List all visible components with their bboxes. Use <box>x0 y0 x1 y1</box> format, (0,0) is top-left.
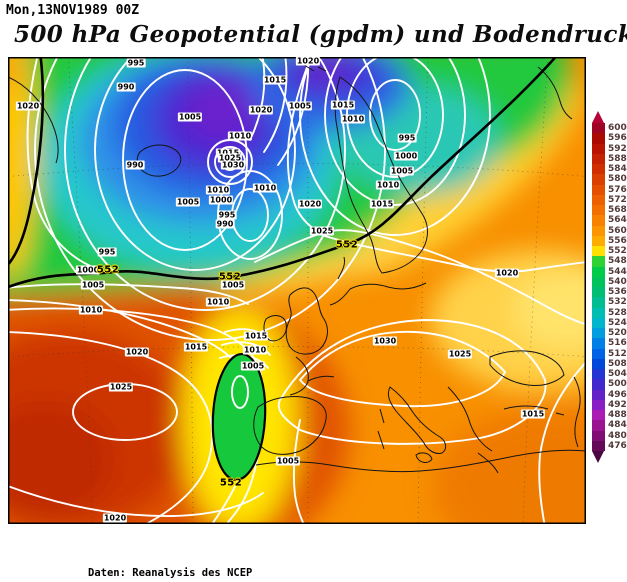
colorbar-tick-label: 588 <box>608 153 627 164</box>
colorbar-segments: 600 596 592 588 584 580 576 572 568 564 560 556 552 5… <box>592 123 627 451</box>
colorbar-segment: 548 <box>592 256 627 267</box>
colorbar-segment: 516 <box>592 338 627 349</box>
height-contour-552 <box>8 57 558 289</box>
colorbar-tick-label: 564 <box>608 215 627 226</box>
colorbar-tick-label: 592 <box>608 143 627 154</box>
colorbar-tick-label: 504 <box>608 369 627 380</box>
colorbar-tick-label: 556 <box>608 235 627 246</box>
colorbar-tick-label: 496 <box>608 389 627 400</box>
colorbar-tick-label: 552 <box>608 246 627 257</box>
colorbar-segment: 600 <box>592 123 627 134</box>
colorbar-segment: 580 <box>592 174 627 185</box>
colorbar-segment: 532 <box>592 297 627 308</box>
colorbar-tick-label: 516 <box>608 338 627 349</box>
colorbar: 600 596 592 588 584 580 576 572 568 564 560 556 552 5… <box>592 111 627 463</box>
colorbar-segment: 492 <box>592 399 627 410</box>
colorbar-segment: 528 <box>592 307 627 318</box>
cutoff-low-inner-isobar <box>231 375 249 409</box>
colorbar-segment: 588 <box>592 153 627 164</box>
colorbar-arrow-down-icon <box>592 451 604 463</box>
colorbar-tick-label: 480 <box>608 430 627 441</box>
colorbar-tick-label: 544 <box>608 266 627 277</box>
colorbar-segment: 564 <box>592 215 627 226</box>
colorbar-segment: 596 <box>592 133 627 144</box>
colorbar-tick-label: 488 <box>608 410 627 421</box>
colorbar-tick-label: 520 <box>608 328 627 339</box>
colorbar-segment: 540 <box>592 276 627 287</box>
weather-map <box>8 57 586 524</box>
colorbar-tick-label: 584 <box>608 164 627 175</box>
colorbar-segment: 496 <box>592 389 627 400</box>
colorbar-tick-label: 500 <box>608 379 627 390</box>
footer-data-source: Daten: Reanalysis des NCEP <box>88 567 253 579</box>
colorbar-segment: 560 <box>592 225 627 236</box>
colorbar-tick-label: 596 <box>608 133 627 144</box>
colorbar-tick-label: 524 <box>608 317 627 328</box>
coastlines <box>8 64 586 474</box>
colorbar-arrow-up-icon <box>592 111 604 123</box>
colorbar-segment: 544 <box>592 266 627 277</box>
map-frame: 995 990 1020 1005 1015 1020 1010 1015 1025 1030 99… <box>8 56 586 524</box>
colorbar-segment: 480 <box>592 430 627 441</box>
colorbar-tick-label: 508 <box>608 358 627 369</box>
footer-credits: Daten: Reanalysis des NCEP Wetterzentral… <box>88 533 423 582</box>
cutoff-low-contour <box>211 352 267 482</box>
colorbar-tick-label: 512 <box>608 348 627 359</box>
colorbar-tick-label: 536 <box>608 287 627 298</box>
colorbar-tick-label: 528 <box>608 307 627 318</box>
graticule <box>8 57 586 524</box>
colorbar-tick-label: 476 <box>608 440 627 451</box>
colorbar-segment: 500 <box>592 379 627 390</box>
colorbar-tick-label: 580 <box>608 174 627 185</box>
map-datetime: Mon,13NOV1989 00Z <box>6 3 140 18</box>
isobar-lines <box>8 57 586 524</box>
colorbar-tick-label: 572 <box>608 194 627 205</box>
colorbar-segment: 584 <box>592 164 627 175</box>
colorbar-segment: 512 <box>592 348 627 359</box>
colorbar-segment: 508 <box>592 358 627 369</box>
colorbar-segment: 568 <box>592 205 627 216</box>
colorbar-segment: 504 <box>592 369 627 380</box>
colorbar-segment: 556 <box>592 235 627 246</box>
colorbar-tick-label: 568 <box>608 205 627 216</box>
colorbar-tick-label: 532 <box>608 297 627 308</box>
colorbar-segment: 476 <box>592 440 627 451</box>
colorbar-tick-label: 600 <box>608 123 627 134</box>
colorbar-tick-label: 576 <box>608 184 627 195</box>
colorbar-segment: 552 <box>592 246 627 257</box>
colorbar-tick-label: 492 <box>608 399 627 410</box>
colorbar-segment: 536 <box>592 287 627 298</box>
colorbar-tick-label: 560 <box>608 225 627 236</box>
colorbar-tick-label: 548 <box>608 256 627 267</box>
colorbar-segment: 484 <box>592 420 627 431</box>
colorbar-segment: 572 <box>592 194 627 205</box>
colorbar-tick-label: 484 <box>608 420 627 431</box>
colorbar-segment: 524 <box>592 317 627 328</box>
colorbar-segment: 576 <box>592 184 627 195</box>
colorbar-segment: 488 <box>592 410 627 421</box>
map-title: 500 hPa Geopotential (gpdm) und Bodendru… <box>14 21 627 48</box>
colorbar-tick-label: 540 <box>608 276 627 287</box>
colorbar-segment: 520 <box>592 328 627 339</box>
colorbar-segment: 592 <box>592 143 627 154</box>
